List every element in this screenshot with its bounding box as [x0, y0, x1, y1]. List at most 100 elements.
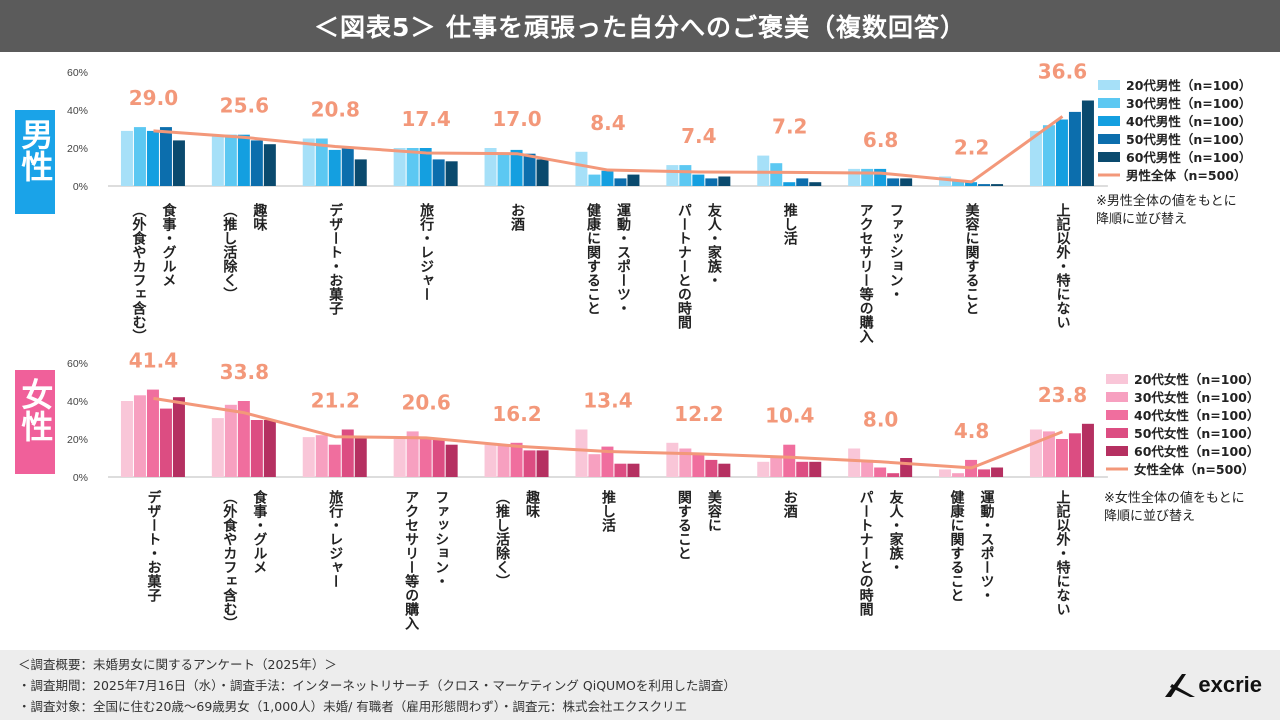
male-value-label: 6.8	[863, 128, 898, 152]
male-category-label: デザート・お菓子	[327, 202, 344, 316]
male-bar	[874, 168, 887, 186]
female-value-label: 12.2	[674, 402, 723, 426]
male-bar	[250, 140, 263, 186]
male-bar	[718, 176, 731, 186]
female-bar	[770, 456, 783, 477]
female-bar	[445, 444, 458, 477]
male-bar	[133, 127, 146, 186]
female-bar	[432, 439, 445, 477]
male-category-label: ファッション・	[888, 203, 904, 301]
female-bar	[406, 431, 419, 477]
male-bar	[991, 184, 1004, 186]
female-category-label: 食事・グルメ	[251, 489, 267, 574]
female-bar	[354, 437, 367, 477]
female-bar	[510, 442, 523, 477]
male-bar	[146, 130, 159, 186]
female-sort-note-line1: ※女性全体の値をもとに	[1104, 491, 1245, 506]
female-category-label: （推し活除く）	[494, 490, 511, 588]
female-bar	[575, 429, 588, 477]
female-legend-label: 40代女性（n=100）	[1134, 408, 1259, 423]
male-value-label: 7.4	[681, 124, 716, 148]
male-total-line	[153, 115, 1064, 184]
male-bar	[1068, 111, 1081, 186]
female-y-tick-label: 0%	[73, 472, 88, 484]
female-value-label: 8.0	[863, 408, 898, 432]
male-category-label: アクセサリー等の購入	[858, 203, 875, 343]
male-category-label: 美容に関すること	[964, 202, 981, 315]
male-legend-label: 40代男性（n=100）	[1126, 114, 1251, 129]
male-bar	[445, 161, 458, 186]
male-value-label: 36.6	[1038, 60, 1087, 84]
female-bar	[601, 446, 614, 477]
page-title: ＜図表5＞ 仕事を頑張った自分へのご褒美（複数回答）	[313, 13, 967, 42]
male-category-label: 運動・スポーツ・	[615, 203, 631, 315]
male-bar	[315, 138, 328, 186]
footer-survey-title: ＜調査概要：未婚男女に関するアンケート（2025年）＞	[18, 657, 337, 672]
male-bar	[224, 134, 237, 186]
female-category-label: 関すること	[676, 490, 692, 560]
excrie-x-logo-icon	[1165, 674, 1196, 697]
male-y-tick-label: 40%	[67, 105, 88, 117]
male-value-label: 20.8	[311, 98, 360, 122]
female-bar	[497, 444, 510, 477]
female-bar	[1029, 429, 1042, 477]
male-bar	[484, 148, 497, 186]
male-bar	[510, 149, 523, 186]
male-legend-swatch	[1098, 152, 1120, 162]
male-bar	[406, 148, 419, 186]
female-bar	[484, 444, 497, 477]
male-bar	[679, 165, 692, 186]
male-bar	[809, 182, 822, 186]
male-bar	[354, 159, 367, 186]
female-value-label: 21.2	[311, 389, 360, 413]
female-bar	[588, 454, 601, 477]
excrie-logo-text: excrie	[1198, 672, 1262, 697]
male-bar	[302, 138, 315, 186]
female-legend-label: 50代女性（n=100）	[1134, 426, 1259, 441]
male-value-label: 2.2	[954, 136, 989, 160]
female-bar	[1042, 431, 1055, 477]
male-category-label: 健康に関すること	[585, 202, 601, 315]
male-bar	[939, 176, 952, 186]
female-bar	[211, 418, 224, 477]
female-bar	[939, 469, 952, 477]
male-bar	[536, 159, 549, 186]
female-category-label: 趣味	[524, 489, 541, 519]
female-sort-note: ※女性全体の値をもとに 降順に並び替え	[1104, 490, 1245, 525]
male-legend-swatch	[1098, 98, 1120, 108]
female-bar	[978, 469, 991, 477]
male-legend-swatch	[1098, 116, 1120, 126]
male-category-label: 食事・グルメ	[160, 202, 176, 287]
female-value-label: 20.6	[401, 390, 450, 414]
female-bar	[341, 429, 354, 477]
male-value-label: 17.4	[401, 107, 450, 131]
male-bar	[770, 163, 783, 186]
male-bar	[237, 134, 250, 186]
female-category-label: お酒	[782, 490, 798, 519]
female-bar	[952, 473, 965, 477]
female-category-label: （外食やカフェ含む）	[221, 490, 238, 630]
female-bar	[679, 448, 692, 477]
male-legend-label: 60代男性（n=100）	[1126, 150, 1251, 165]
female-category-label: パートナーとの時間	[858, 490, 874, 617]
female-bar	[783, 444, 796, 477]
male-bar	[705, 178, 718, 186]
male-bar	[432, 159, 445, 186]
male-bar	[978, 184, 991, 186]
female-bar	[718, 463, 731, 477]
male-bar	[159, 127, 172, 186]
male-legend-label: 30代男性（n=100）	[1126, 96, 1251, 111]
female-value-label: 16.2	[492, 402, 541, 426]
male-value-label: 25.6	[220, 94, 269, 118]
male-bar	[900, 178, 913, 186]
female-bar	[861, 459, 874, 477]
male-bar	[1055, 119, 1068, 186]
male-value-label: 17.0	[492, 107, 541, 131]
male-bar	[341, 148, 354, 186]
female-bar	[809, 461, 822, 477]
female-bar	[224, 404, 237, 477]
female-category-label: 美容に	[706, 489, 723, 532]
female-category-label: 推し活	[600, 489, 616, 533]
male-legend-label: 50代男性（n=100）	[1126, 132, 1251, 147]
male-bar	[1029, 130, 1042, 186]
